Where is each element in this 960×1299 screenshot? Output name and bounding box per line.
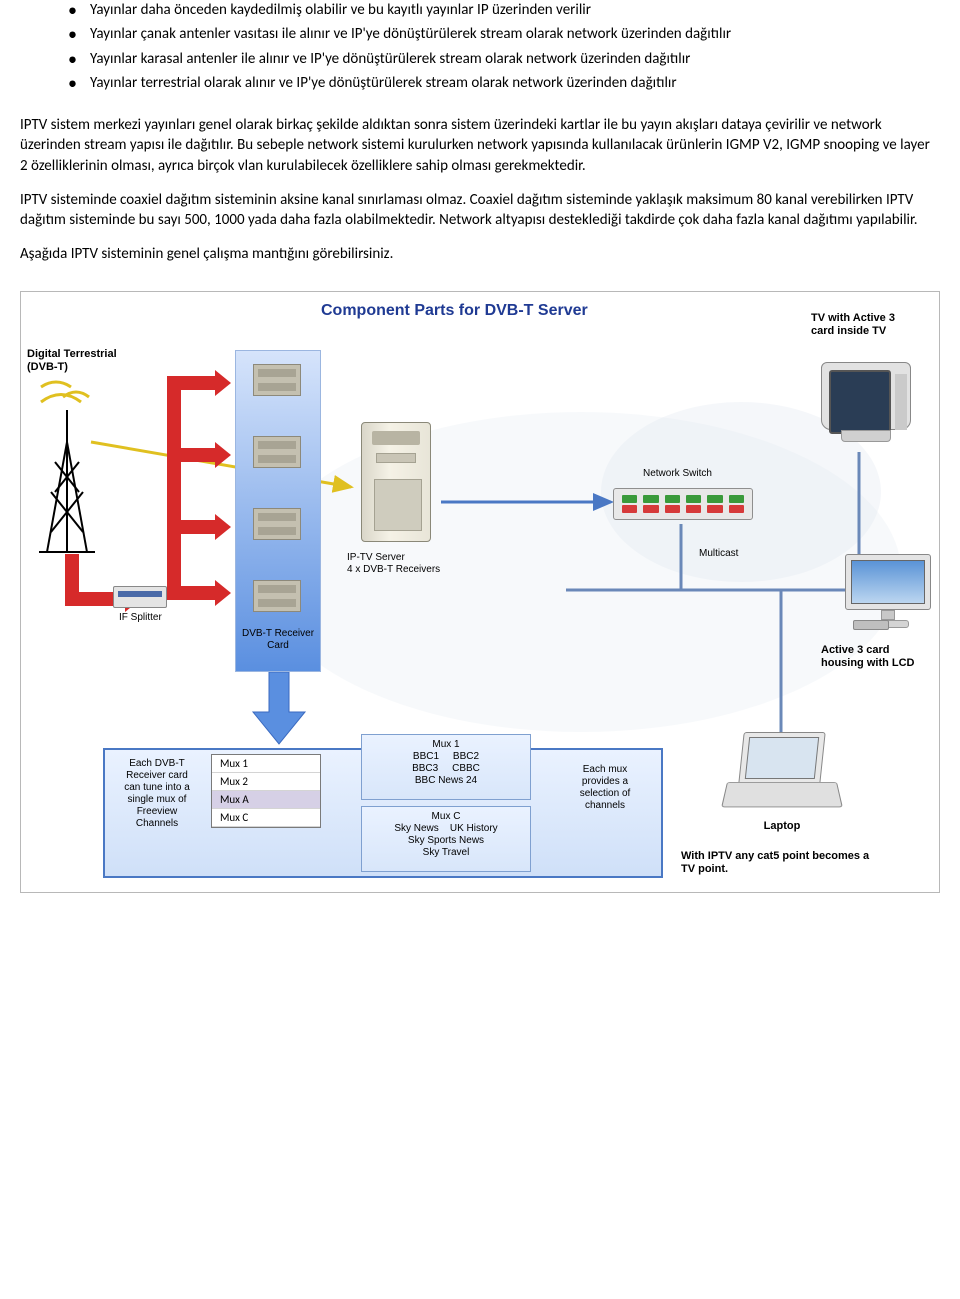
iptv-server-icon (361, 422, 431, 542)
tv-label: TV with Active 3 card inside TV (811, 312, 931, 338)
red-arrowhead-icon (215, 514, 231, 540)
receiver-card-icon (253, 436, 301, 468)
mux1-item: BBC News 24 (370, 775, 522, 787)
diagram-title: Component Parts for DVB-T Server (321, 300, 588, 322)
mux-left-text: Each DVB-T Receiver card can tune into a… (113, 758, 201, 830)
mux1-item: BBC1 BBC2 (370, 751, 522, 763)
red-arrow-icon (167, 520, 215, 534)
red-arrow-icon (167, 448, 215, 462)
mux-row: Mux A (212, 791, 320, 809)
mux-row: Mux 1 (212, 755, 320, 773)
mux-list: Mux 1 Mux 2 Mux A Mux C (211, 754, 321, 828)
muxc-item: Sky Sports News (370, 835, 522, 847)
network-switch-icon (613, 488, 753, 520)
bullet-list: Yayınlar daha önceden kaydedilmiş olabil… (20, 0, 940, 93)
if-splitter-label: IF Splitter (119, 612, 162, 624)
red-arrowhead-icon (215, 580, 231, 606)
muxc-title: Mux C (370, 811, 522, 823)
receiver-card-icon (253, 508, 301, 540)
paragraph: IPTV sistem merkezi yayınları genel olar… (20, 115, 940, 176)
bullet-text: Yayınlar daha önceden kaydedilmiş olabil… (90, 1, 591, 19)
mux-row: Mux 2 (212, 773, 320, 791)
receiver-card-icon (253, 580, 301, 612)
if-splitter-icon (113, 586, 167, 608)
multicast-label: Multicast (699, 548, 738, 560)
red-arrow-icon (167, 376, 215, 390)
mux1-item: BBC3 CBBC (370, 763, 522, 775)
laptop-icon (727, 732, 837, 812)
receiver-card-label: DVB-T Receiver Card (231, 628, 325, 652)
muxc-info: Mux C Sky News UK History Sky Sports New… (361, 806, 531, 872)
red-arrow-icon (167, 586, 215, 600)
bullet-text: Yayınlar karasal antenler ile alınır ve … (90, 50, 690, 68)
receiver-card-icon (253, 364, 301, 396)
laptop-label: Laptop (747, 820, 817, 833)
switch-label: Network Switch (643, 468, 712, 480)
diagram-footer: With IPTV any cat5 point becomes a TV po… (681, 850, 931, 876)
lcd-label: Active 3 card housing with LCD (821, 644, 940, 670)
mux-right-text: Each mux provides a selection of channel… (561, 764, 649, 812)
muxc-item: Sky News UK History (370, 823, 522, 835)
muxc-item: Sky Travel (370, 847, 522, 859)
mux1-info: Mux 1 BBC1 BBC2 BBC3 CBBC BBC News 24 (361, 734, 531, 800)
crt-tv-icon (821, 362, 911, 442)
list-item: Yayınlar çanak antenler vasıtası ile alı… (68, 24, 940, 44)
red-arrowhead-icon (215, 370, 231, 396)
list-item: Yayınlar terrestrial olarak alınır ve IP… (68, 73, 940, 93)
mux1-title: Mux 1 (370, 739, 522, 751)
dvbt-label: Digital Terrestrial (DVB-T) (27, 348, 147, 374)
lcd-tv-icon (845, 554, 931, 628)
paragraph: IPTV sisteminde coaxiel dağıtım sistemin… (20, 190, 940, 231)
list-item: Yayınlar daha önceden kaydedilmiş olabil… (68, 0, 940, 20)
bullet-text: Yayınlar terrestrial olarak alınır ve IP… (90, 74, 677, 92)
server-label: IP-TV Server 4 x DVB-T Receivers (347, 552, 467, 576)
paragraph: Aşağıda IPTV sisteminin genel çalışma ma… (20, 244, 940, 264)
mux-row: Mux C (212, 809, 320, 827)
red-arrowhead-icon (215, 442, 231, 468)
red-arrow-icon (167, 376, 181, 600)
dvbt-diagram: Component Parts for DVB-T Server Digital… (20, 291, 940, 893)
bullet-text: Yayınlar çanak antenler vasıtası ile alı… (90, 25, 731, 43)
list-item: Yayınlar karasal antenler ile alınır ve … (68, 49, 940, 69)
